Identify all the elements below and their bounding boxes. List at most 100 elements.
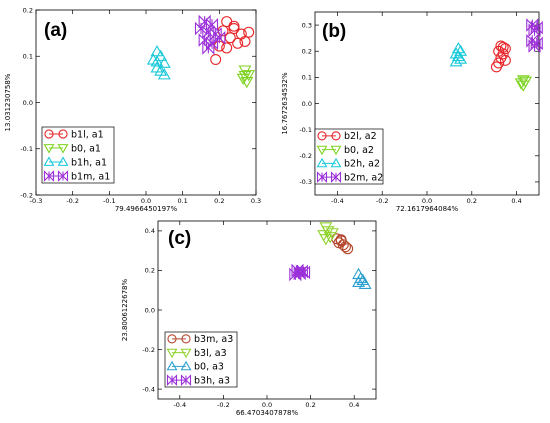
legend-marker: [43, 156, 55, 166]
y-tick-label: 0.0: [145, 306, 155, 314]
panel-a: -0.3 -0.2 -0.1 0.0 0.1 0.2 0.3-0.2-0.10.00.10.…: [4, 6, 261, 213]
data-point: [499, 54, 511, 66]
data-point: [238, 71, 252, 83]
series-2: [146, 45, 171, 80]
data-point: [150, 55, 164, 67]
legend-marker: [43, 144, 55, 154]
panel-c: -0.4 -0.2 0.0 0.2 0.4 -0.4 -0.2 0.0 0.2 0.4 66.470…: [121, 220, 377, 417]
x-axis-label: 72.1617964084%: [396, 205, 459, 213]
legend: b3m, a3 b3l, a3 b0, a3 b3h, a3: [164, 331, 238, 388]
x-tick-label: -0.1: [103, 197, 116, 205]
series-3: [289, 263, 311, 282]
legend-label: b1h, a1: [71, 157, 107, 168]
data-point: [325, 228, 339, 240]
data-point: [298, 265, 311, 280]
data-point: [342, 243, 354, 255]
legend-label: b1m, a1: [71, 171, 110, 182]
data-point: [490, 61, 502, 73]
legend: b2l, a2 b0, a2 b2h, a2 b2m, a2: [314, 128, 384, 185]
x-tick-label: -0.2: [376, 197, 389, 205]
x-tick-label: 0.0: [422, 197, 432, 205]
x-axis-label: 79.4966450197%: [115, 205, 178, 213]
x-tick-label: 0.4: [349, 401, 359, 409]
legend-label: b3h, a3: [194, 375, 230, 386]
data-point: [213, 30, 226, 45]
y-tick-label: 0.2: [23, 6, 33, 14]
data-point: [242, 70, 256, 82]
series-3: [526, 18, 543, 53]
y-tick-label: 0.3: [302, 21, 312, 29]
panel-label: (a): [44, 20, 67, 41]
legend-marker: [180, 348, 192, 359]
data-point: [449, 47, 463, 59]
x-tick-label: -0.2: [66, 197, 79, 205]
legend-label: b0, a2: [344, 145, 374, 156]
legend-label: b3l, a3: [194, 348, 227, 359]
series-1: [236, 65, 256, 89]
y-tick-label: -0.1: [299, 126, 312, 134]
data-point: [154, 49, 168, 61]
x-tick-label: 0.0: [141, 197, 151, 205]
data-point: [319, 234, 333, 246]
x-tick-label: -0.2: [217, 401, 230, 409]
legend-label: b2h, a2: [344, 159, 380, 170]
data-point: [157, 56, 171, 68]
x-tick-label: 0.4: [511, 197, 521, 205]
series-3: [194, 14, 226, 55]
legend: b1l, a1 b0, a1 b1h, a1 b1m, a1: [41, 126, 115, 184]
data-point: [239, 35, 251, 47]
series-0: [331, 233, 354, 255]
data-point: [514, 78, 528, 90]
y-tick-label: 0.1: [23, 53, 33, 61]
y-tick-label: 0.0: [302, 100, 312, 108]
data-point: [221, 42, 233, 54]
legend-marker: [330, 145, 342, 156]
y-tick-label: -0.2: [20, 191, 33, 199]
y-tick-label: 0.4: [145, 227, 155, 235]
data-point: [335, 234, 347, 246]
y-tick-label: -0.4: [142, 385, 155, 393]
x-tick-label: 0.0: [262, 401, 272, 409]
y-axis-label: 13.031230758%: [4, 73, 12, 131]
legend-marker: [57, 156, 69, 166]
x-tick-label: -0.4: [173, 401, 186, 409]
data-point: [232, 37, 244, 49]
data-point: [146, 53, 160, 65]
legend-marker: [316, 157, 328, 168]
data-point: [358, 277, 372, 289]
legend-marker: [166, 348, 178, 359]
y-tick-label: -0.2: [299, 152, 312, 160]
y-axis-label: 23.8006122678%: [121, 278, 129, 341]
x-tick-label: 0.2: [467, 197, 477, 205]
legend-label: b2m, a2: [344, 172, 383, 183]
x-tick-label: 0.2: [305, 401, 315, 409]
panel-label: (b): [322, 21, 346, 42]
series-2: [352, 267, 372, 289]
y-tick-label: 0.2: [302, 48, 312, 56]
y-axis-label: 16.7672634532%: [281, 72, 289, 135]
x-tick-label: 0.1: [177, 197, 187, 205]
series-2: [449, 41, 468, 67]
y-tick-label: -0.2: [142, 346, 155, 354]
x-tick-label: 0.3: [251, 197, 261, 205]
data-point: [497, 41, 509, 53]
y-tick-label: 0.1: [302, 74, 312, 82]
legend-label: b2l, a2: [344, 131, 377, 142]
y-tick-label: 0.2: [145, 267, 155, 275]
legend-marker: [330, 157, 342, 168]
legend-marker: [180, 360, 192, 371]
y-tick-label: -0.3: [299, 178, 312, 186]
legend-label: b3m, a3: [194, 334, 233, 345]
legend-label: b1l, a1: [71, 129, 104, 140]
data-point: [352, 275, 366, 287]
x-tick-label: -0.3: [30, 197, 43, 205]
data-point: [528, 39, 541, 53]
legend-marker: [166, 360, 178, 371]
series-1: [514, 75, 533, 92]
series-0: [210, 16, 255, 65]
y-tick-label: -0.1: [20, 145, 33, 153]
data-point: [528, 23, 541, 38]
legend-marker: [316, 145, 328, 156]
data-point: [449, 55, 463, 67]
